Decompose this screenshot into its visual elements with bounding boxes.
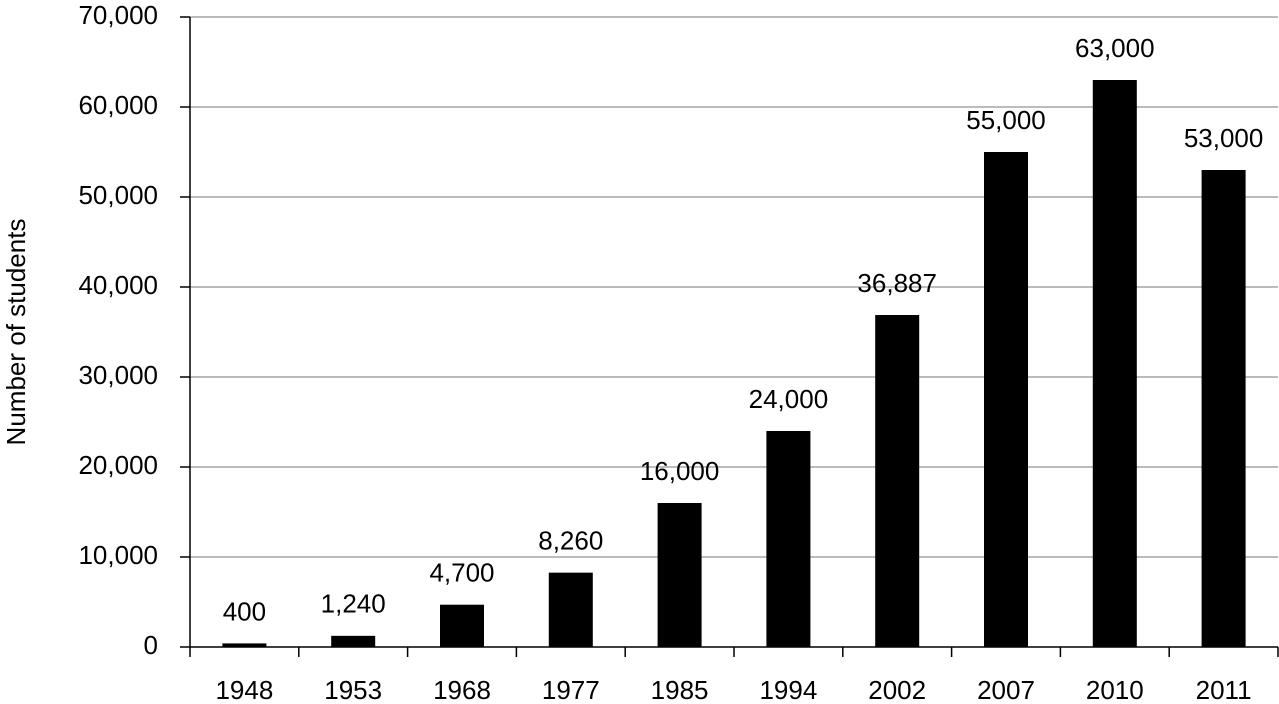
y-tick-label: 20,000 — [78, 450, 158, 480]
value-label: 24,000 — [749, 384, 829, 414]
bar — [440, 604, 484, 647]
x-tick-label: 2007 — [977, 675, 1035, 704]
bar — [657, 503, 702, 647]
value-label: 4,700 — [429, 558, 494, 588]
x-tick-label: 1953 — [324, 675, 382, 704]
value-label: 36,887 — [857, 268, 937, 298]
x-tick-label: 2002 — [868, 675, 926, 704]
bar — [548, 572, 593, 647]
value-label: 55,000 — [966, 105, 1046, 135]
x-tick-label: 1977 — [542, 675, 600, 704]
y-axis-title: Number of students — [1, 219, 31, 446]
value-label: 400 — [223, 596, 266, 626]
y-tick-label: 70,000 — [78, 0, 158, 30]
x-tick-label: 2010 — [1086, 675, 1144, 704]
value-label: 63,000 — [1075, 33, 1155, 63]
x-tick-label: 1985 — [651, 675, 709, 704]
x-tick-label: 1968 — [433, 675, 491, 704]
y-tick-label: 50,000 — [78, 180, 158, 210]
y-tick-label: 0 — [144, 630, 158, 660]
value-label: 8,260 — [538, 526, 603, 556]
x-tick-label: 2011 — [1196, 675, 1252, 704]
value-label: 1,240 — [321, 589, 386, 619]
y-tick-label: 60,000 — [78, 90, 158, 120]
bar — [222, 643, 267, 647]
y-tick-label: 10,000 — [78, 540, 158, 570]
bar — [1201, 170, 1246, 647]
bar — [766, 431, 811, 647]
x-tick-label: 1994 — [759, 675, 817, 704]
bar — [875, 315, 920, 647]
bar — [984, 152, 1028, 647]
x-tick-label: 1948 — [215, 675, 273, 704]
bar — [1092, 80, 1137, 647]
value-label: 53,000 — [1184, 123, 1264, 153]
bar — [331, 635, 376, 647]
y-tick-label: 40,000 — [78, 270, 158, 300]
value-label: 16,000 — [640, 456, 720, 486]
y-tick-label: 30,000 — [78, 360, 158, 390]
